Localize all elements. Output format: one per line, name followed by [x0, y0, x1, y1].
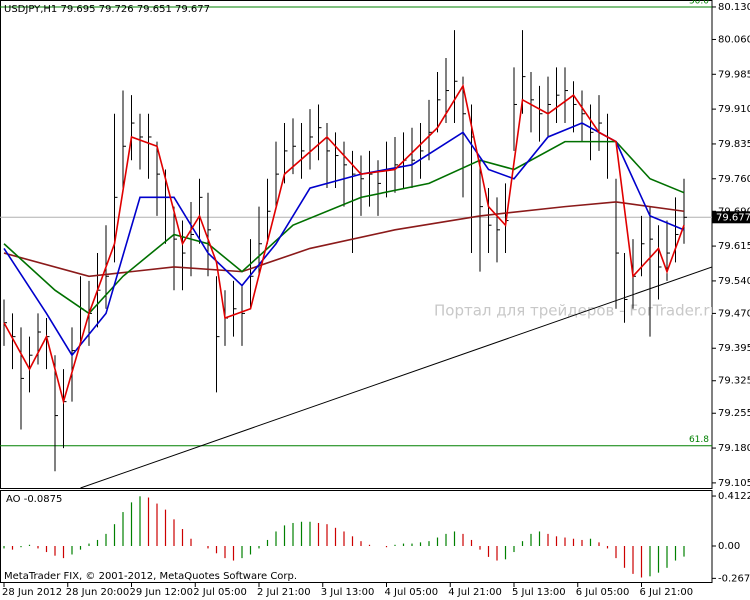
x-tick-label: 6 Jul 05:00: [576, 587, 630, 598]
y-tick-label: 79.985: [718, 69, 750, 80]
x-tick-label: 28 Jun 20:00: [66, 587, 130, 598]
x-tick-label: 5 Jul 13:00: [512, 587, 566, 598]
moving-average: [3, 122, 685, 357]
y-tick-label: 79.540: [718, 276, 750, 287]
x-tick-label: 28 Jun 2012: [2, 587, 62, 598]
x-tick-label: 6 Jul 21:00: [640, 587, 694, 598]
x-tick-label: 3 Jul 13:00: [321, 587, 375, 598]
y-tick-label: 79.760: [718, 174, 750, 185]
y-tick-label: 79.180: [718, 443, 750, 454]
fib-label: 50.0: [689, 0, 709, 6]
x-tick-label: 4 Jul 21:00: [448, 587, 502, 598]
y-tick-label: 80.130: [718, 2, 750, 13]
fib-label: 61.8: [689, 435, 709, 445]
y-tick-label: 79.395: [718, 343, 750, 354]
main-frame: [0, 0, 713, 489]
x-tick-label: 2 Jul 05:00: [193, 587, 247, 598]
y-tick-label: 79.835: [718, 139, 750, 150]
last-price-box: [712, 211, 750, 224]
y-tick-label: 79.910: [718, 104, 750, 115]
y-tick-label: 79.470: [718, 308, 750, 319]
moving-average: [3, 140, 685, 315]
main-plot: Портал для трейдеров - ForTrader.ru 50.0 6…: [0, 0, 719, 488]
moving-average: [3, 201, 685, 278]
y-tick-label: 79.105: [718, 478, 750, 489]
y-tick-label: 0.00: [718, 541, 740, 552]
y-tick-label: -0.267: [718, 573, 750, 584]
y-tick-label: 80.060: [718, 34, 750, 45]
watermark: Портал для трейдеров - ForTrader.ru: [434, 302, 719, 320]
y-tick-label: 0.4122: [718, 491, 750, 502]
y-tick-label: 79.255: [718, 408, 750, 419]
x-tick-label: 2 Jul 21:00: [257, 587, 311, 598]
y-tick-label: 79.325: [718, 376, 750, 387]
footer: MetaTrader FIX, © 2001-2012, MetaQuotes …: [4, 571, 297, 582]
x-tick-label: 29 Jun 12:00: [130, 587, 194, 598]
chart-title: USDJPY,H1 79.695 79.726 79.651 79.677: [4, 4, 210, 15]
ao-plot: AO -0.0875: [3, 494, 685, 578]
indicator-title: AO -0.0875: [6, 494, 62, 505]
ao-frame: [0, 490, 713, 583]
moving-average: [3, 83, 685, 405]
x-tick-label: 4 Jul 05:00: [385, 587, 439, 598]
last-price-label: 79.677: [716, 212, 750, 223]
trendline: [80, 266, 712, 488]
y-tick-label: 79.615: [718, 241, 750, 252]
